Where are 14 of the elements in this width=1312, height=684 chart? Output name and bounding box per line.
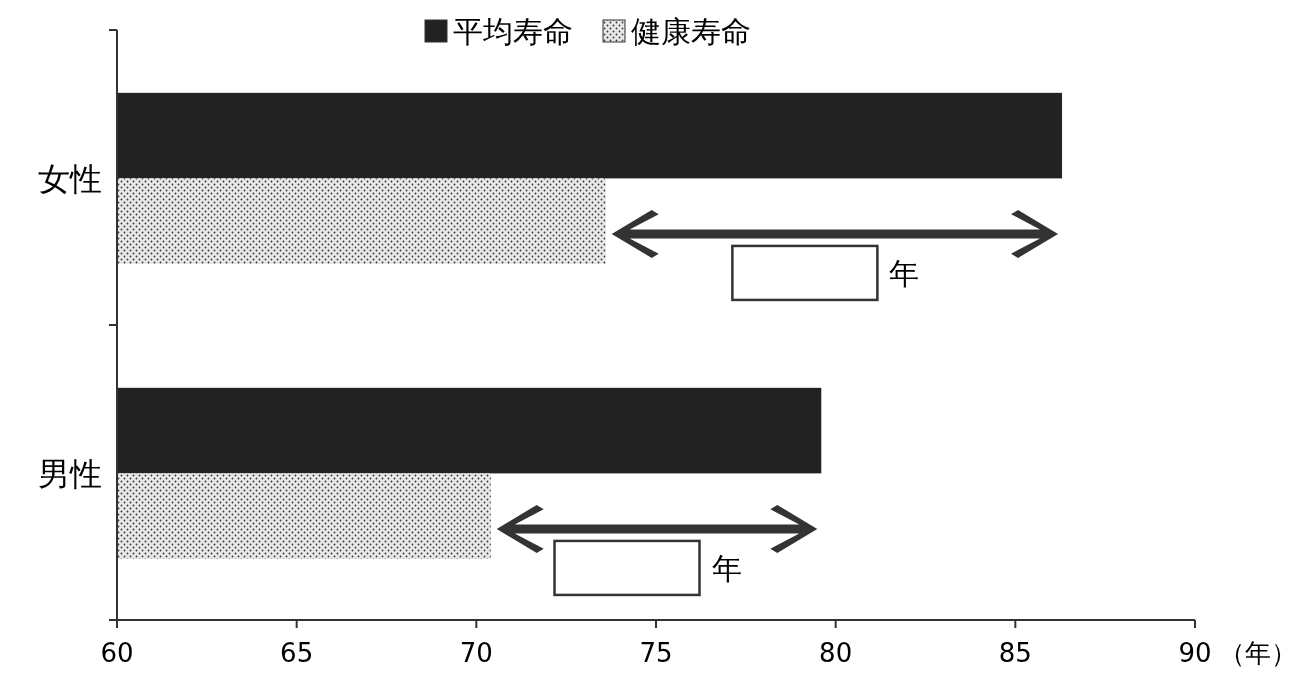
annotation: 年: [889, 255, 920, 291]
x-tick-label: 85: [998, 638, 1032, 668]
x-tick-label: 75: [639, 638, 673, 668]
x-axis-title: （年）: [1219, 638, 1297, 668]
x-tick-label: 60: [100, 638, 134, 668]
y-tick-label: 男性: [38, 454, 102, 493]
x-tick-label: 65: [280, 638, 314, 668]
x-tick-label: 80: [819, 638, 853, 668]
y-tick-label: 女性: [38, 159, 102, 198]
annotation: 年: [711, 550, 742, 586]
x-tick-label: 90: [1178, 638, 1212, 668]
x-tick-label: 70: [459, 638, 493, 668]
legend-label: 健康寿命: [631, 14, 751, 49]
legend-label: 平均寿命: [453, 14, 573, 49]
